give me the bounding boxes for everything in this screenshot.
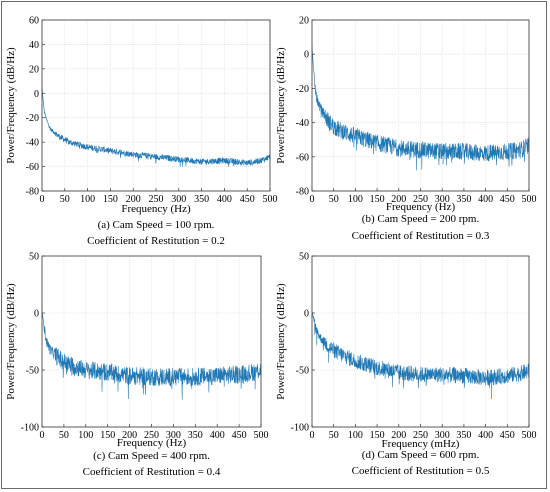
caption-line-1: (a) Cam Speed = 100 rpm.: [98, 219, 215, 231]
plot-area-border: [41, 255, 262, 428]
y-axis-label: Power/Frequency (dB/Hz): [5, 283, 17, 400]
x-tick-label: 450: [232, 430, 247, 441]
caption-line-1: (d) Cam Speed = 600 rpm.: [362, 449, 480, 461]
x-tick-label: 100: [348, 430, 363, 441]
x-tick-label: 0: [310, 430, 315, 441]
x-tick-label: 100: [348, 194, 363, 205]
x-tick-label: 200: [391, 194, 406, 205]
x-axis-label: Frequency (Hz): [121, 203, 191, 215]
x-tick-label: 250: [149, 194, 164, 205]
x-tick-label: 450: [500, 430, 515, 441]
x-tick-label: 150: [370, 430, 385, 441]
x-tick-label: 50: [329, 194, 339, 205]
y-tick-label: 0: [304, 309, 309, 320]
x-tick-label: 200: [391, 430, 406, 441]
caption-line-2: Coefficient of Restitution = 0.2: [87, 235, 225, 247]
series-line: [41, 310, 262, 400]
x-tick-label: 250: [144, 430, 159, 441]
y-tick-label: -50: [26, 366, 39, 377]
plot-area-border: [311, 255, 530, 428]
x-tick-label: 300: [435, 194, 450, 205]
plot-area-border: [41, 19, 271, 192]
x-tick-label: 400: [217, 194, 232, 205]
y-tick-label: -40: [26, 138, 39, 149]
x-tick-label: 350: [456, 430, 471, 441]
x-tick-label: 350: [456, 194, 471, 205]
x-tick-label: 150: [103, 194, 118, 205]
chart-panel-1: 0 50 100 150 200 250 300 350 400 450 500-80-60-40-…: [5, 16, 278, 248]
y-tick-label: 0: [34, 309, 39, 320]
x-tick-label: 100: [78, 430, 93, 441]
y-tick-label: -50: [296, 366, 309, 377]
y-tick-label: 20: [299, 16, 309, 27]
chart-panel-2: 0 50 100 150 200 250 300 350 400 450 500-80-60-40-…: [275, 16, 537, 243]
x-tick-label: 450: [240, 194, 255, 205]
x-tick-label: 400: [478, 194, 493, 205]
x-tick-label: 500: [263, 194, 278, 205]
x-tick-label: 300: [435, 430, 450, 441]
x-tick-label: 400: [210, 430, 225, 441]
x-tick-label: 300: [171, 194, 186, 205]
y-tick-label: 20: [29, 64, 39, 75]
x-tick-label: 250: [413, 194, 428, 205]
x-tick-label: 150: [100, 430, 115, 441]
y-tick-label: 0: [34, 89, 39, 100]
x-axis-label: Frequency (Hz): [386, 201, 456, 213]
caption-line-2: Coefficient of Restitution = 0.4: [83, 466, 221, 478]
caption-line-2: Coefficient of Restitution = 0.5: [352, 465, 490, 477]
x-tick-label: 500: [522, 194, 537, 205]
y-axis-label: Power/Frequency (dB/Hz): [275, 47, 287, 164]
y-tick-label: -20: [26, 113, 39, 124]
series-line: [41, 87, 271, 167]
x-tick-label: 150: [370, 194, 385, 205]
x-tick-label: 250: [413, 430, 428, 441]
x-tick-label: 0: [40, 430, 45, 441]
y-tick-label: 50: [299, 252, 309, 263]
y-tick-label: -20: [296, 84, 309, 95]
series-line: [311, 45, 530, 171]
y-axis-label: Power/Frequency (dB/Hz): [275, 283, 287, 400]
x-axis-label: Frequency (mHz): [382, 438, 460, 450]
caption-line-1: (b) Cam Speed = 200 rpm.: [362, 213, 480, 225]
x-tick-label: 0: [40, 194, 45, 205]
chart-panel-4: 0 50 100 150 200 250 300 350 400 450 500 -100 -50 0 50…: [275, 252, 537, 478]
y-tick-label: -100: [21, 423, 39, 434]
series-line: [311, 310, 530, 400]
y-tick-label: -80: [26, 187, 39, 198]
caption-line-2: Coefficient of Restitution = 0.3: [352, 230, 490, 242]
y-tick-label: -40: [296, 118, 309, 129]
y-tick-label: -60: [26, 162, 39, 173]
x-tick-label: 400: [478, 430, 493, 441]
y-tick-label: -100: [291, 423, 309, 434]
y-tick-label: 60: [29, 16, 39, 27]
x-tick-label: 500: [522, 430, 537, 441]
plot-area-border: [311, 19, 530, 192]
caption-line-1: (c) Cam Speed = 400 rpm.: [93, 450, 210, 462]
x-tick-label: 500: [254, 430, 269, 441]
x-tick-label: 350: [194, 194, 209, 205]
y-axis-label: Power/Frequency (dB/Hz): [5, 47, 17, 164]
y-tick-label: 40: [29, 40, 39, 51]
y-tick-label: -80: [296, 187, 309, 198]
x-tick-label: 0: [310, 194, 315, 205]
x-tick-label: 50: [59, 430, 69, 441]
y-tick-label: -60: [296, 152, 309, 163]
x-tick-label: 200: [122, 430, 137, 441]
x-axis-label: Frequency (Hz): [117, 437, 187, 449]
x-tick-label: 100: [80, 194, 95, 205]
x-tick-label: 350: [188, 430, 203, 441]
x-tick-label: 50: [60, 194, 70, 205]
x-tick-label: 450: [500, 194, 515, 205]
x-tick-label: 200: [126, 194, 141, 205]
x-tick-label: 300: [166, 430, 181, 441]
chart-panel-3: 0 50 100 150 200 250 300 350 400 450 500 -100 -50 0 50…: [5, 252, 269, 479]
y-tick-label: 0: [304, 50, 309, 61]
y-tick-label: 50: [29, 252, 39, 263]
x-tick-label: 50: [329, 430, 339, 441]
